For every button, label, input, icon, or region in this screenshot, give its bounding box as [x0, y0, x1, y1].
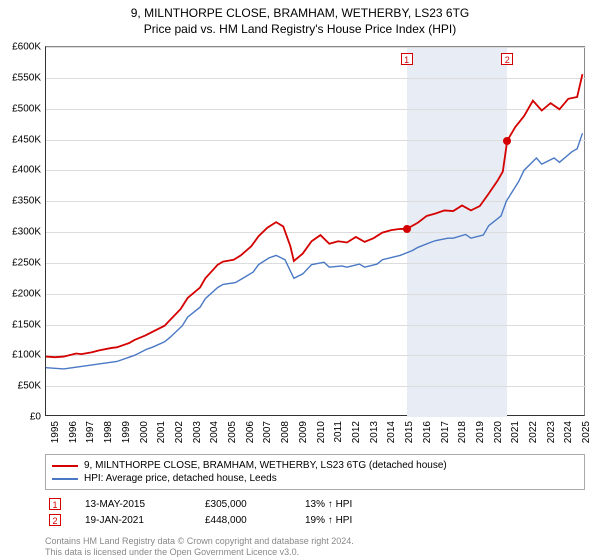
- sale-dot: [403, 225, 411, 233]
- y-axis-label: £50K: [1, 381, 41, 392]
- legend-swatch: [52, 465, 78, 467]
- sale-marker: 1: [49, 498, 61, 510]
- chart-title: 9, MILNTHORPE CLOSE, BRAMHAM, WETHERBY, …: [0, 0, 600, 20]
- y-axis-label: £600K: [1, 42, 41, 53]
- x-axis-label: 2015: [404, 421, 415, 443]
- legend-row: HPI: Average price, detached house, Leed…: [52, 472, 578, 485]
- sale-diff: 19% ↑ HPI: [305, 515, 425, 526]
- x-axis-label: 2003: [192, 421, 203, 443]
- y-axis-label: £250K: [1, 257, 41, 268]
- chart-subtitle: Price paid vs. HM Land Registry's House …: [0, 20, 600, 36]
- x-axis-label: 2024: [563, 421, 574, 443]
- y-axis-label: £300K: [1, 227, 41, 238]
- x-axis-label: 2001: [156, 421, 167, 443]
- legend-row: 9, MILNTHORPE CLOSE, BRAMHAM, WETHERBY, …: [52, 459, 578, 472]
- x-axis-label: 1998: [103, 421, 114, 443]
- x-axis-label: 2012: [351, 421, 362, 443]
- x-axis-label: 2000: [139, 421, 150, 443]
- chart-area: £0£50K£100K£150K£200K£250K£300K£350K£400…: [45, 46, 585, 416]
- y-axis-label: £450K: [1, 134, 41, 145]
- chart-container: 9, MILNTHORPE CLOSE, BRAMHAM, WETHERBY, …: [0, 0, 600, 560]
- sale-marker-box: 2: [501, 53, 513, 65]
- x-axis-label: 2016: [422, 421, 433, 443]
- plot-region: £0£50K£100K£150K£200K£250K£300K£350K£400…: [45, 46, 585, 416]
- legend-label: HPI: Average price, detached house, Leed…: [84, 473, 277, 484]
- x-axis-label: 2007: [262, 421, 273, 443]
- x-axis-label: 1999: [121, 421, 132, 443]
- x-axis-label: 2017: [440, 421, 451, 443]
- legend-label: 9, MILNTHORPE CLOSE, BRAMHAM, WETHERBY, …: [84, 460, 447, 471]
- x-axis-label: 1995: [50, 421, 61, 443]
- x-axis-label: 2021: [510, 421, 521, 443]
- y-axis-label: £0: [1, 412, 41, 423]
- x-axis-label: 2004: [209, 421, 220, 443]
- x-axis-label: 1997: [85, 421, 96, 443]
- sale-price: £305,000: [205, 499, 305, 510]
- sale-row: 1 13-MAY-2015£305,00013% ↑ HPI: [45, 496, 585, 512]
- y-axis-label: £500K: [1, 103, 41, 114]
- legend-swatch: [52, 478, 78, 480]
- x-axis-label: 1996: [68, 421, 79, 443]
- footer-line2: This data is licensed under the Open Gov…: [45, 547, 354, 558]
- x-axis-label: 2011: [333, 421, 344, 443]
- footer-line1: Contains HM Land Registry data © Crown c…: [45, 536, 354, 547]
- x-axis-label: 2002: [174, 421, 185, 443]
- sale-marker: 2: [49, 514, 61, 526]
- x-axis-label: 2023: [546, 421, 557, 443]
- sale-price: £448,000: [205, 515, 305, 526]
- x-axis-label: 2020: [493, 421, 504, 443]
- sales-list: 1 13-MAY-2015£305,00013% ↑ HPI 2 19-JAN-202…: [45, 496, 585, 528]
- x-axis-label: 2018: [457, 421, 468, 443]
- x-axis-label: 2010: [316, 421, 327, 443]
- y-axis-label: £200K: [1, 288, 41, 299]
- x-axis-label: 2009: [298, 421, 309, 443]
- x-axis-label: 2022: [528, 421, 539, 443]
- footer: Contains HM Land Registry data © Crown c…: [45, 536, 354, 558]
- series-hpi: [46, 133, 582, 369]
- y-axis-label: £550K: [1, 72, 41, 83]
- y-axis-label: £400K: [1, 165, 41, 176]
- y-axis-label: £100K: [1, 350, 41, 361]
- series-price_paid: [46, 74, 582, 357]
- x-axis-label: 2019: [475, 421, 486, 443]
- sale-diff: 13% ↑ HPI: [305, 499, 425, 510]
- sale-date: 13-MAY-2015: [85, 499, 205, 510]
- sale-row: 2 19-JAN-2021£448,00019% ↑ HPI: [45, 512, 585, 528]
- sale-date: 19-JAN-2021: [85, 515, 205, 526]
- x-axis-label: 2025: [581, 421, 592, 443]
- x-axis-label: 2006: [245, 421, 256, 443]
- sale-dot: [503, 137, 511, 145]
- chart-lines: [46, 47, 586, 417]
- x-axis-label: 2014: [386, 421, 397, 443]
- legend: 9, MILNTHORPE CLOSE, BRAMHAM, WETHERBY, …: [45, 454, 585, 490]
- x-axis-label: 2005: [227, 421, 238, 443]
- sale-marker-box: 1: [401, 53, 413, 65]
- y-axis-label: £150K: [1, 319, 41, 330]
- x-axis-label: 2008: [280, 421, 291, 443]
- x-axis-label: 2013: [369, 421, 380, 443]
- y-axis-label: £350K: [1, 196, 41, 207]
